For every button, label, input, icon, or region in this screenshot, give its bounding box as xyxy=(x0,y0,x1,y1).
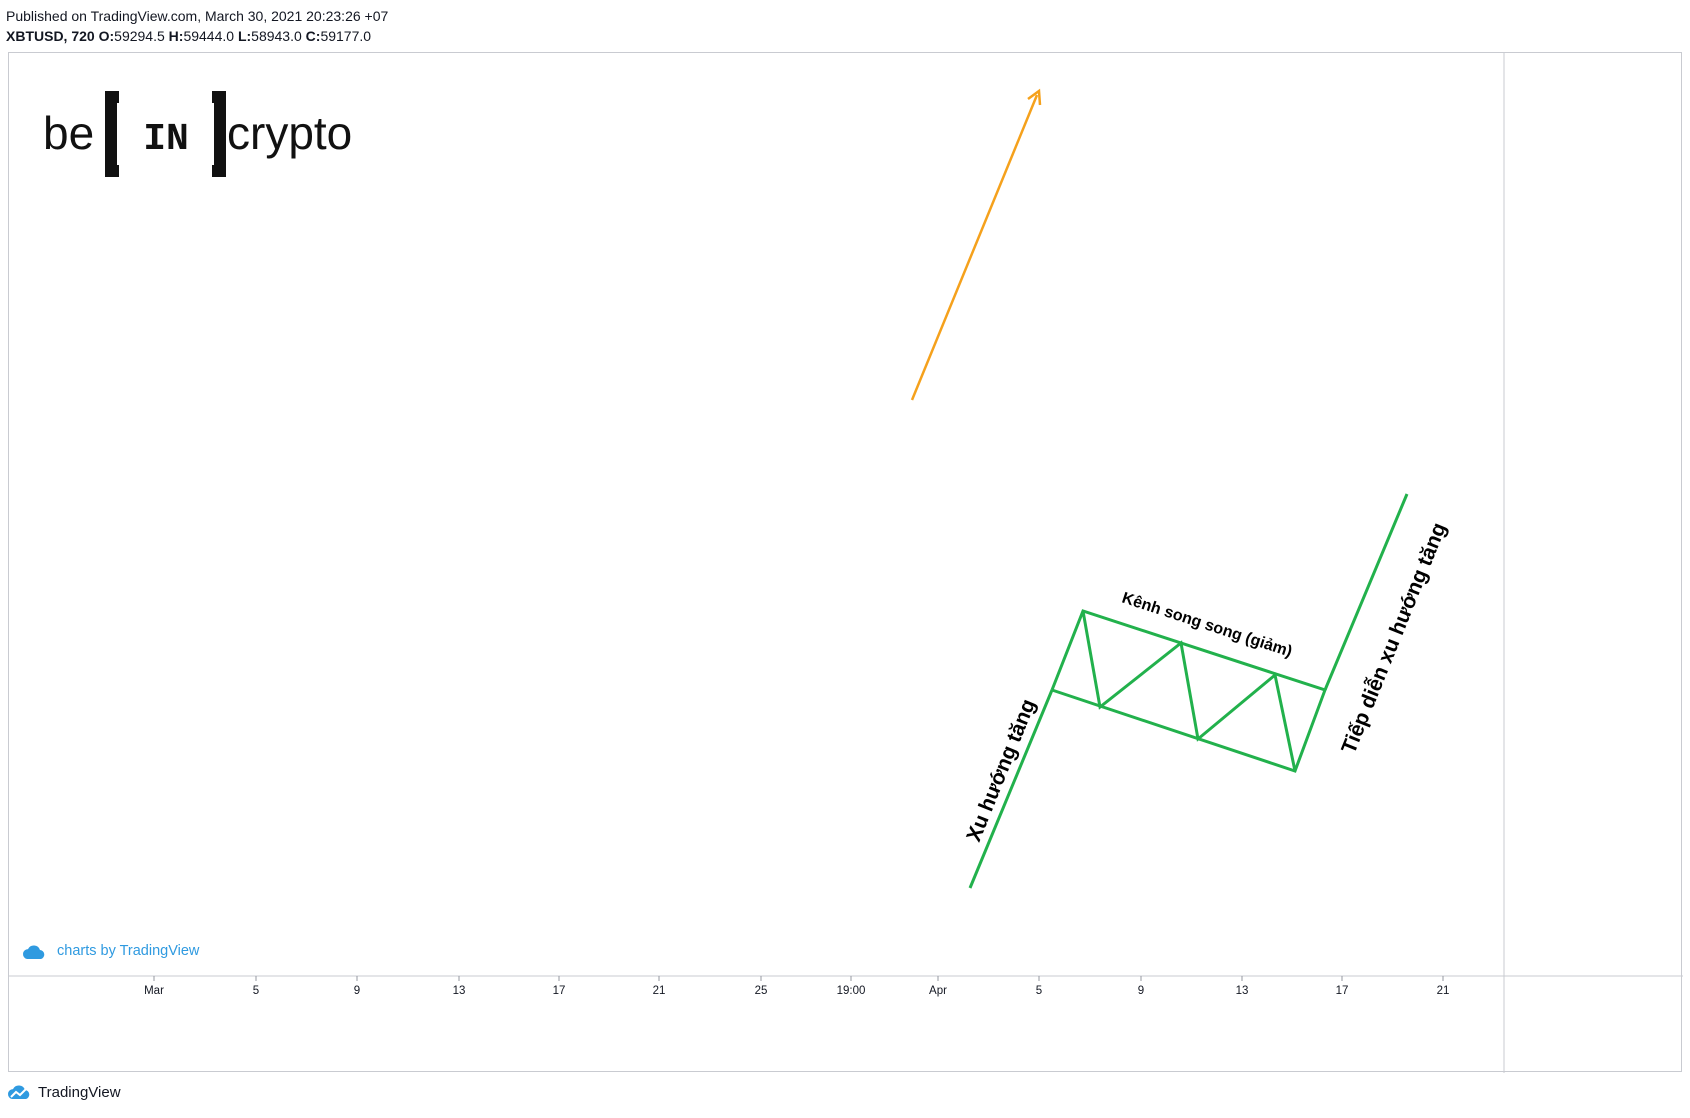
symbol-interval: XBTUSD, 720 xyxy=(6,28,95,44)
price-chart[interactable]: Mar 5 9 13 17 21 25 19:00 Apr 5 9 13 17 21 41000.0420… xyxy=(9,53,1683,1073)
x-tick-label: 19:00 xyxy=(837,985,866,997)
logo-text-left: be xyxy=(43,107,94,159)
tradingview-footer[interactable]: TradingView xyxy=(6,1084,121,1101)
projection-arrow xyxy=(910,94,1039,401)
logo-text-right: crypto xyxy=(227,107,352,159)
tradingview-cloud-icon xyxy=(7,1085,30,1099)
chart-area[interactable]: Mar 5 9 13 17 21 25 19:00 Apr 5 9 13 17 21 41000.0420… xyxy=(8,52,1683,1073)
x-tick-label: 13 xyxy=(453,985,466,997)
diagram-zigzag xyxy=(1081,610,1297,772)
footer-brand: TradingView xyxy=(38,1084,121,1101)
logo-text-mid: IN xyxy=(143,118,189,161)
x-tick-label: 21 xyxy=(653,985,666,997)
x-tick-label: 25 xyxy=(755,985,768,997)
tradingview-watermark: charts by TradingView xyxy=(22,943,200,959)
x-tick-label: Mar xyxy=(144,985,164,997)
x-tick-label: Apr xyxy=(929,985,947,997)
close-label: C: xyxy=(305,28,321,44)
watermark-cloud-icon xyxy=(22,945,45,959)
diagram-label-continuation: Tiếp diễn xu hướng tăng xyxy=(1336,519,1451,757)
diagram-continuation-line xyxy=(1323,493,1409,691)
watermark-text: charts by TradingView xyxy=(57,943,200,959)
logo-brackets-icon xyxy=(105,91,226,177)
beincrypto-logo: be IN crypto xyxy=(43,91,352,177)
published-line: Published on TradingView.com, March 30, … xyxy=(6,8,389,24)
open-label: O: xyxy=(98,28,115,44)
close-value: 59177.0 xyxy=(320,28,372,44)
ohlc-line: XBTUSD, 720 O:59294.5 H:59444.0 L:58943.… xyxy=(6,26,388,46)
x-tick-label: 13 xyxy=(1236,985,1249,997)
chart-header: Published on TradingView.com, March 30, … xyxy=(6,6,388,46)
x-tick-label: 17 xyxy=(553,985,566,997)
x-tick-label: 9 xyxy=(354,985,360,997)
x-tick-label: 17 xyxy=(1336,985,1349,997)
x-tick-label: 5 xyxy=(1036,985,1042,997)
high-label: H: xyxy=(168,28,184,44)
open-value: 59294.5 xyxy=(114,28,165,44)
x-tick-label: 5 xyxy=(253,985,259,997)
x-axis: Mar 5 9 13 17 21 25 19:00 Apr 5 9 13 17 21 xyxy=(9,975,1683,997)
diagram-label-uptrend: Xu hướng tăng xyxy=(962,696,1040,845)
low-value: 58943.0 xyxy=(251,28,302,44)
diagram-pole-line xyxy=(968,689,1054,889)
y-axis: 41000.042000.043000.044000.045000.046000… xyxy=(1503,53,1505,1073)
logo-inner xyxy=(121,113,211,155)
projection-arrow-head-icon xyxy=(1027,88,1042,106)
x-tick-label: 9 xyxy=(1138,985,1144,997)
x-tick-label: 21 xyxy=(1437,985,1450,997)
low-label: L: xyxy=(237,28,252,44)
high-value: 59444.0 xyxy=(183,28,235,44)
